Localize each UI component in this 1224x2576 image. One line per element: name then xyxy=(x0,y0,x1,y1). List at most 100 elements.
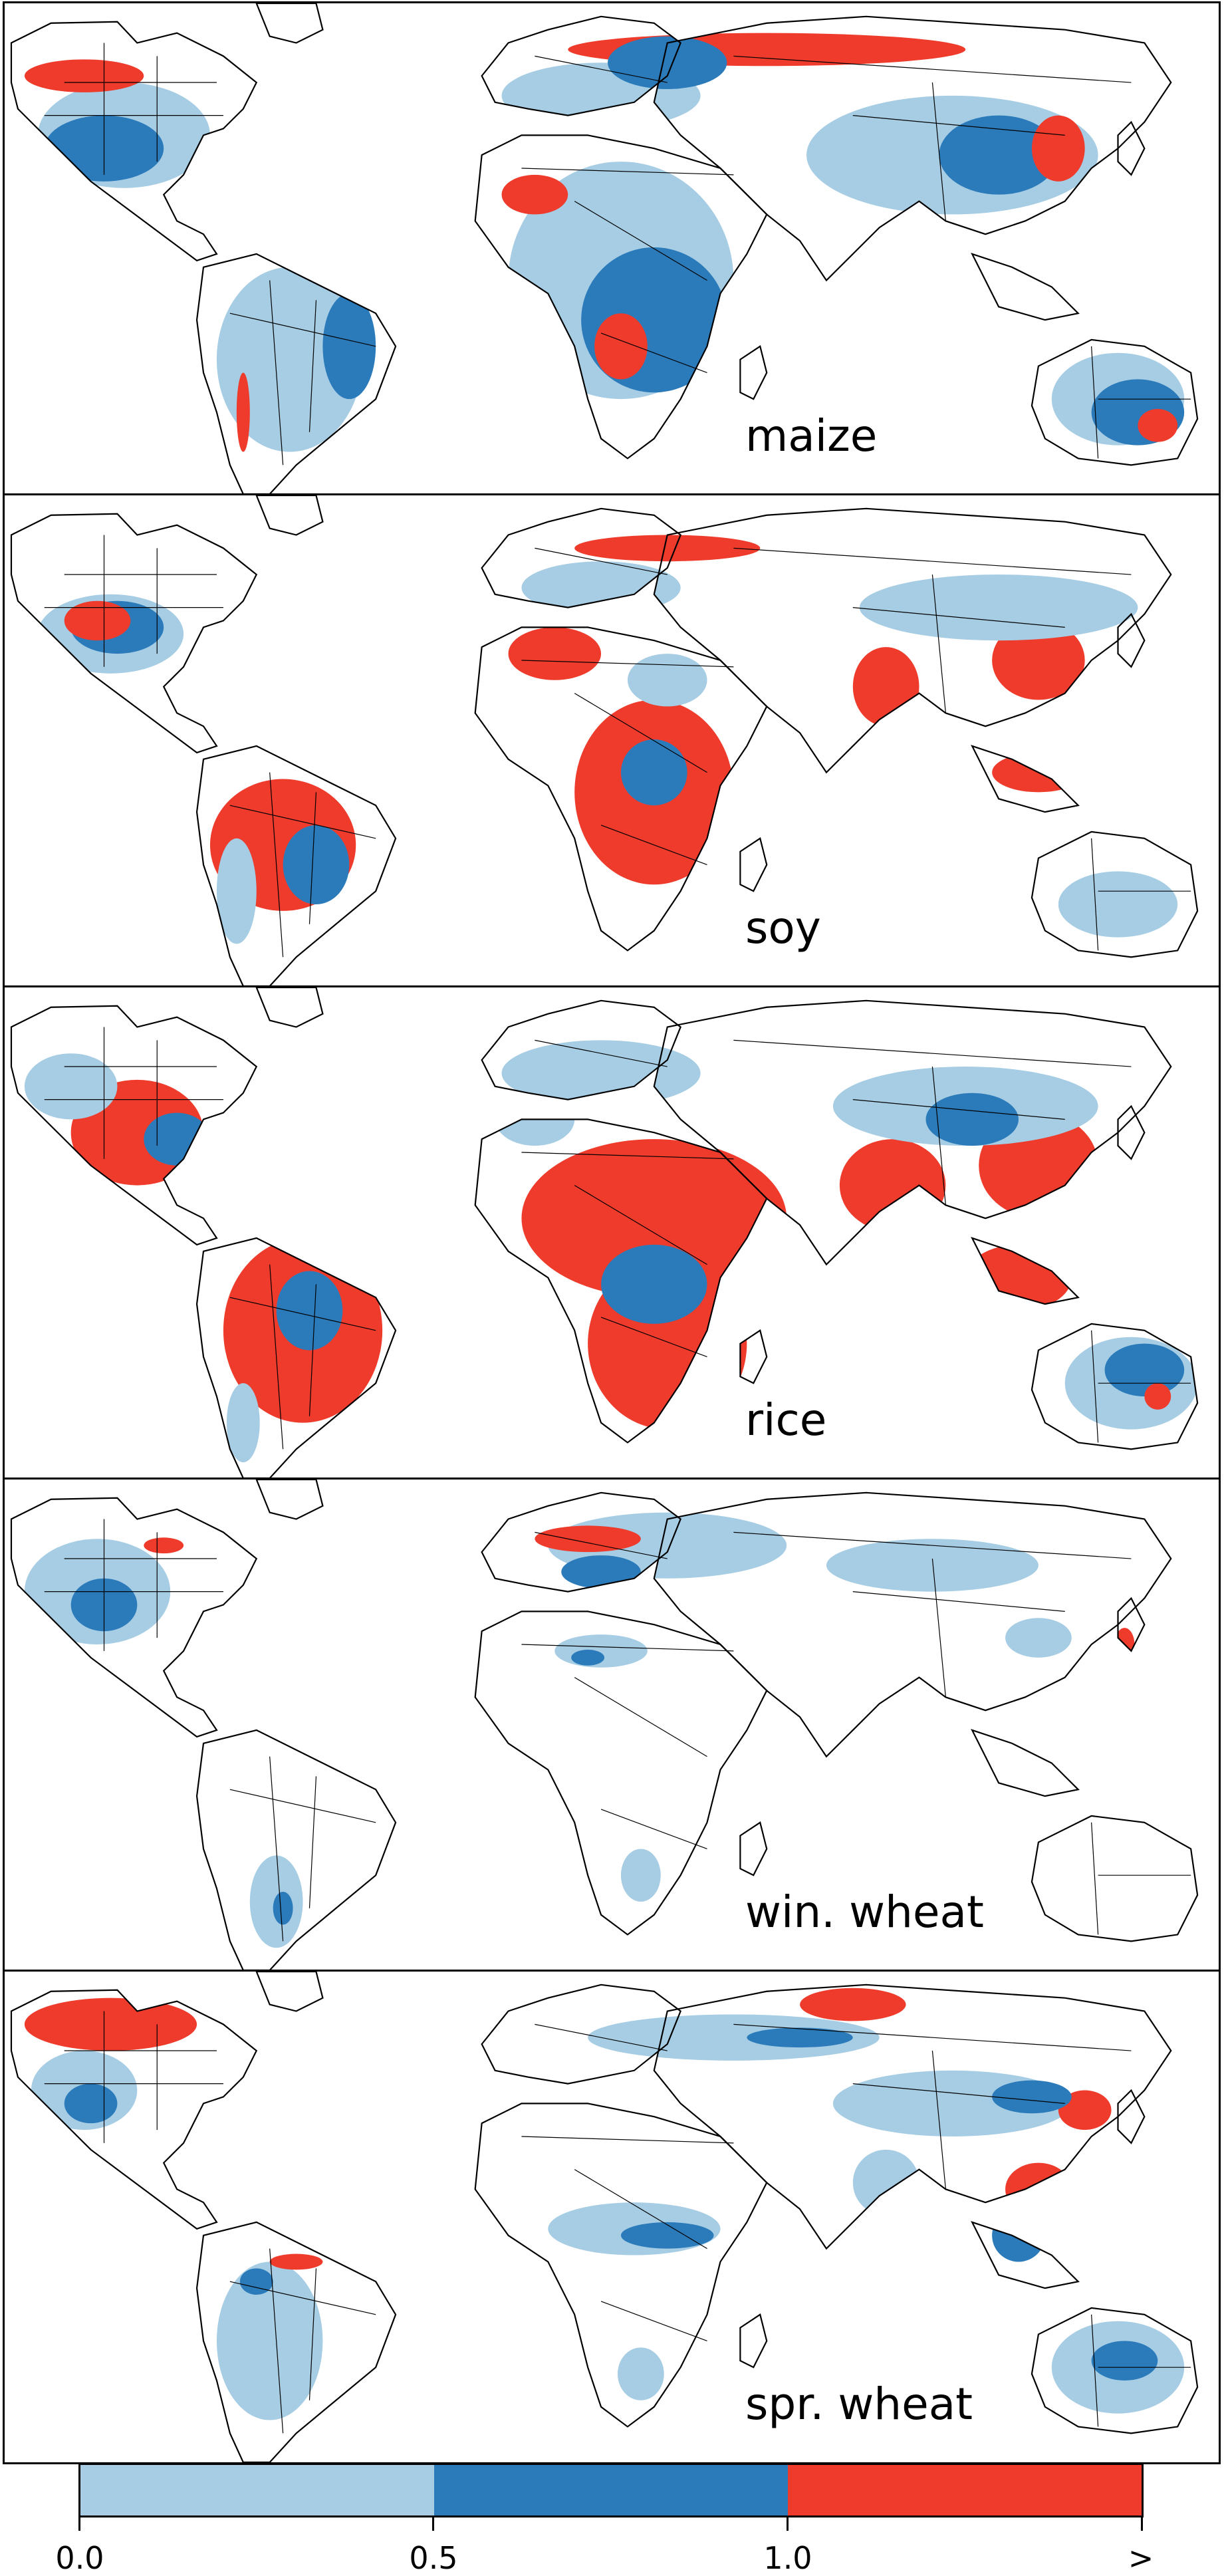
coastline-northAmerica xyxy=(10,21,258,262)
crop-region-mid xyxy=(747,2027,853,2048)
country-border xyxy=(535,1531,668,1559)
coastline-northAmerica xyxy=(10,1497,258,1738)
crop-region-mid xyxy=(601,1244,707,1324)
country-border xyxy=(733,2023,1132,2051)
crop-region-mid xyxy=(561,1555,641,1589)
country-border xyxy=(600,332,707,374)
crop-region-high xyxy=(236,372,250,452)
coastline-europe xyxy=(481,15,681,116)
crop-region-high xyxy=(852,647,919,727)
coastline-greenland xyxy=(255,1972,324,2012)
crop-region-mid xyxy=(273,1891,293,1925)
country-border xyxy=(521,1644,734,1652)
country-border xyxy=(931,574,946,713)
country-border xyxy=(852,1591,1065,1612)
coastline-northAmerica xyxy=(10,1005,258,1246)
coastline-australia xyxy=(1031,338,1199,466)
coastline-australia xyxy=(1031,1323,1199,1450)
country-border xyxy=(521,1152,734,1160)
coastline-asia xyxy=(653,507,1172,774)
land-madagascar xyxy=(740,1822,767,1876)
crop-region-low xyxy=(1005,1618,1072,1658)
colorbar-segment-mid xyxy=(434,2465,788,2515)
land-seAsia xyxy=(972,1730,1078,1797)
coastline-seAsia xyxy=(971,253,1080,321)
country-border xyxy=(535,1039,668,1067)
panel-label-spring-wheat: spr. wheat xyxy=(745,2379,973,2430)
land-africa xyxy=(475,1611,767,1935)
country-border xyxy=(852,607,1065,628)
land-madagascar xyxy=(740,2314,767,2368)
coastline-madagascar xyxy=(739,345,768,400)
land-europe xyxy=(481,1984,681,2084)
country-border xyxy=(574,2169,707,2250)
crop-regions xyxy=(24,1512,1135,1948)
colorbar xyxy=(78,2463,1144,2517)
crop-region-high xyxy=(501,174,568,215)
land-seAsia xyxy=(972,253,1078,321)
colorbar-segment-high xyxy=(788,2465,1142,2515)
coastline-africa xyxy=(474,626,768,952)
coastline-europe xyxy=(481,507,681,608)
crop-region-mid xyxy=(992,2209,1045,2262)
country-border xyxy=(600,2301,707,2342)
coastline-southAmerica xyxy=(195,2221,397,2462)
coastline-japan xyxy=(1117,1104,1146,1160)
crop-region-high xyxy=(800,1988,906,2021)
crop-region-low xyxy=(1058,871,1178,938)
land-asia xyxy=(654,508,1171,773)
crop-region-mid xyxy=(620,739,687,806)
panel-label-maize: maize xyxy=(745,410,878,461)
coastline-northAmerica xyxy=(10,513,258,754)
crop-region-low xyxy=(620,1849,661,1902)
country-border xyxy=(1091,838,1099,951)
crop-region-low xyxy=(859,575,1138,641)
country-border xyxy=(269,772,284,958)
panel-label-winter-wheat: win. wheat xyxy=(745,1886,984,1938)
crop-region-high xyxy=(521,1139,787,1298)
land-japan xyxy=(1118,2090,1145,2143)
coastline-australia xyxy=(1031,1815,1199,1942)
crop-region-high xyxy=(24,1997,197,2051)
crop-region-high xyxy=(574,535,761,562)
country-border xyxy=(852,2083,1065,2104)
crop-region-low xyxy=(521,561,681,614)
coastline-europe xyxy=(481,1984,681,2085)
crop-region-low xyxy=(216,2261,323,2420)
land-africa xyxy=(475,2103,767,2427)
crop-region-low xyxy=(24,1053,118,1120)
map-panel-soy: soy xyxy=(3,493,1221,988)
colorbar-tick-mark xyxy=(787,2517,789,2531)
crop-region-high xyxy=(535,1525,641,1553)
crop-region-low xyxy=(216,267,363,452)
coastline-greenland xyxy=(255,987,324,1028)
colorbar-tick-label: 0.0 xyxy=(55,2540,104,2576)
country-border xyxy=(733,55,1132,83)
land-australia xyxy=(1031,1815,1198,1942)
coastline-seAsia xyxy=(971,2221,1080,2289)
coastline-madagascar xyxy=(739,2313,768,2369)
crop-region-low xyxy=(826,1539,1039,1592)
coastline-madagascar xyxy=(739,1329,768,1384)
coastline-africa xyxy=(474,1118,768,1444)
country-border xyxy=(229,2281,376,2315)
land-greenland xyxy=(256,1480,323,1519)
country-border xyxy=(600,1809,707,1850)
crop-region-low xyxy=(627,654,707,707)
land-madagascar xyxy=(740,838,767,892)
coastline-japan xyxy=(1117,120,1146,176)
country-border xyxy=(269,1264,284,1450)
coastline-madagascar xyxy=(739,1821,768,1876)
country-border xyxy=(733,547,1132,575)
world-map xyxy=(10,987,1199,1478)
country-border xyxy=(600,825,707,866)
map-panel-maize: maize xyxy=(3,1,1221,496)
land-greenland xyxy=(256,987,323,1027)
crop-region-low xyxy=(226,1383,260,1463)
coastline-asia xyxy=(653,1491,1172,1758)
colorbar-tick-label: > xyxy=(1128,2540,1154,2576)
country-border xyxy=(852,1099,1065,1120)
country-border xyxy=(574,1185,707,1265)
country-border xyxy=(535,2023,668,2051)
